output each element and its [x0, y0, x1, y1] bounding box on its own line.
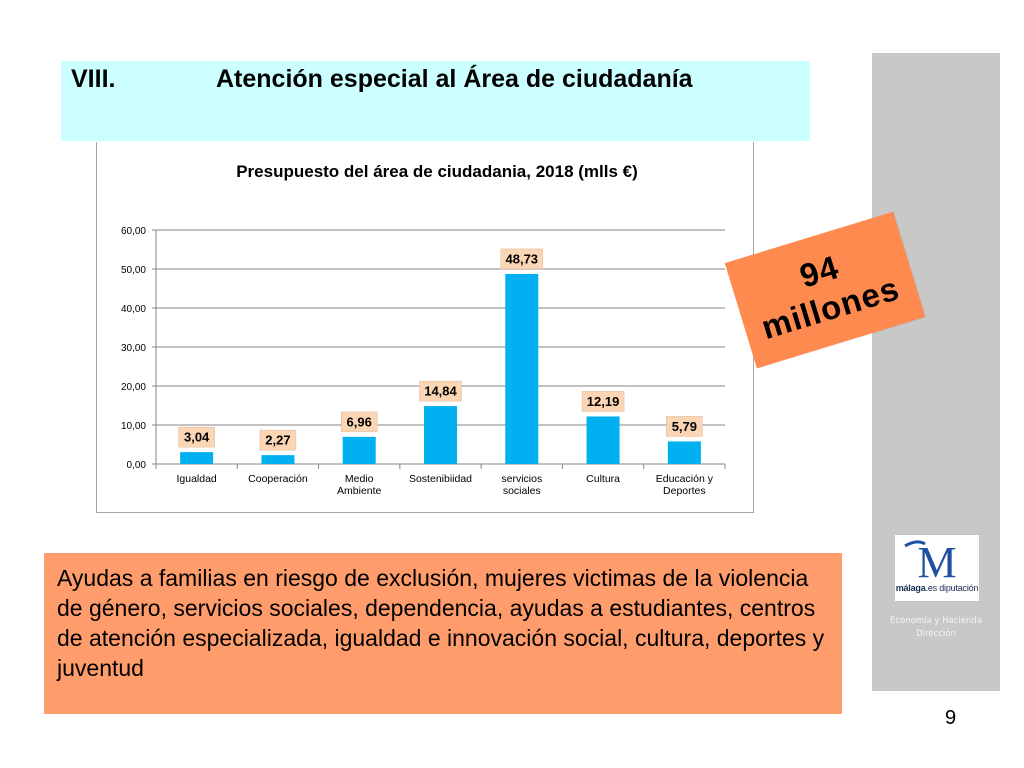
y-tick-label: 0,00: [127, 460, 147, 471]
category-label: Deportes: [663, 485, 706, 497]
y-tick-label: 30,00: [121, 343, 146, 354]
data-label-box: [666, 416, 703, 437]
category-label: Cultura: [586, 473, 620, 485]
description-box: Ayudas a familias en riesgo de exclusión…: [44, 553, 842, 714]
data-label: 6,96: [347, 414, 372, 429]
data-label: 3,04: [184, 430, 210, 445]
description-text: Ayudas a familias en riesgo de exclusión…: [57, 565, 825, 681]
sidebar-panel: M málaga.es diputación Economía y Hacien…: [872, 53, 1000, 691]
bar-6: [667, 441, 701, 464]
data-label: 12,19: [587, 394, 620, 409]
category-label: Igualdad: [176, 473, 216, 485]
page-number: 9: [945, 707, 957, 729]
category-label: Medio: [345, 473, 374, 485]
category-label: Ambiente: [337, 485, 382, 497]
data-label-box: [581, 391, 625, 412]
data-label: 2,27: [265, 433, 290, 448]
y-tick-label: 20,00: [121, 382, 146, 393]
y-tick-label: 40,00: [121, 304, 146, 315]
chart-title: Presupuesto del área de ciudadania, 2018…: [236, 162, 638, 181]
data-label-box: [500, 248, 544, 270]
y-tick-label: 50,00: [121, 265, 146, 276]
bar-2: [342, 436, 376, 464]
category-label: servicios: [501, 473, 542, 485]
slide-title: Atención especial al Área de ciudadanía: [216, 65, 693, 93]
bar-0: [180, 452, 214, 464]
section-number: VIII.: [71, 65, 116, 93]
y-tick-label: 60,00: [121, 226, 146, 237]
bar-1: [261, 455, 295, 464]
y-tick-label: 10,00: [121, 421, 146, 432]
department-name: Economía y Hacienda: [890, 616, 982, 626]
data-label: 14,84: [424, 384, 457, 399]
data-label-box: [178, 426, 215, 448]
logo-caption: málaga.es diputación: [895, 583, 979, 593]
diputacion-logo: M málaga.es diputación: [895, 535, 979, 601]
data-label: 5,79: [672, 419, 697, 434]
category-label: sociales: [503, 485, 541, 497]
bar-3: [424, 406, 457, 464]
data-label-box: [419, 380, 462, 402]
bar-5: [586, 416, 620, 464]
logo-letter: M: [917, 538, 956, 581]
department-caption: Economía y Hacienda Dirección: [872, 615, 1000, 641]
category-label: Sostenibiidad: [409, 473, 472, 485]
data-label-box: [340, 411, 378, 433]
bar-4: [505, 273, 539, 464]
malaga-m-logo-icon: M: [904, 538, 957, 581]
department-subname: Dirección: [916, 629, 956, 639]
slide-title-box: VIII. Atención especial al Área de ciuda…: [61, 61, 810, 141]
category-label: Educación y: [656, 473, 714, 485]
data-label-box: [259, 429, 297, 451]
data-label: 48,73: [506, 251, 539, 266]
category-label: Cooperación: [248, 473, 308, 485]
